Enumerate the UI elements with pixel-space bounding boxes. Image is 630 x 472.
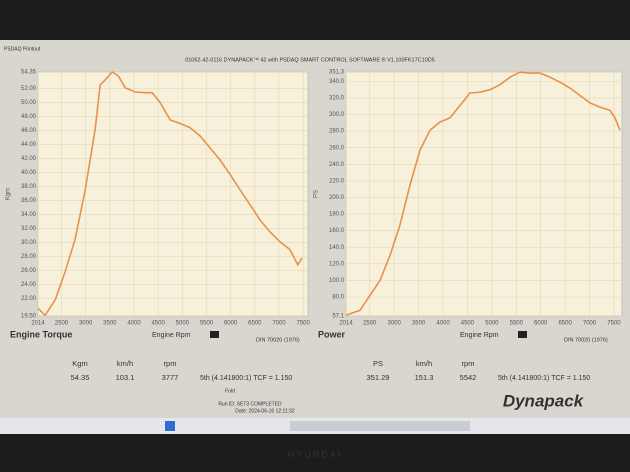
readout-header: rpm xyxy=(462,359,475,368)
fold: Fold xyxy=(225,388,235,394)
y-tick-label: 351.3 xyxy=(329,70,345,76)
y-tick-label: 200.0 xyxy=(329,195,345,201)
y-tick-label: 140.0 xyxy=(329,245,345,251)
y-axis-label: PS xyxy=(314,190,320,198)
y-tick-label: 26.00 xyxy=(21,268,37,274)
chart-title: Engine Torque xyxy=(10,329,72,339)
readout-header: rpm xyxy=(164,359,177,368)
y-tick-label: 28.00 xyxy=(21,254,37,260)
y-axis-label: Kgm xyxy=(6,188,12,200)
y-tick-label: 100.0 xyxy=(329,278,345,284)
run-id: Run ID: SET3 COMPLETED xyxy=(218,401,282,407)
y-tick-label: 280.0 xyxy=(329,129,345,135)
x-tick-label: 5500 xyxy=(510,321,524,327)
y-tick-label: 44.00 xyxy=(21,142,37,148)
readout-value: 3777 xyxy=(162,373,179,382)
window-title: PSDAQ Printout xyxy=(4,46,41,52)
y-tick-label: 220.0 xyxy=(329,178,345,184)
readout-header: km/h xyxy=(117,359,133,368)
y-tick-label: 38.00 xyxy=(21,184,37,190)
start-icon[interactable] xyxy=(165,421,175,431)
y-tick-label: 30.00 xyxy=(21,240,37,246)
y-tick-label: 42.00 xyxy=(21,156,37,162)
y-tick-label: 300.0 xyxy=(329,112,345,118)
note: DIN 70020 (1976) xyxy=(256,337,300,343)
x-tick-label: 4500 xyxy=(151,321,165,327)
plot-area xyxy=(37,71,309,317)
readout-gear: 5th (4.141800:1) TCF = 1.150 xyxy=(200,375,292,382)
readout-value: 5542 xyxy=(460,373,477,382)
x-tick-label: 6500 xyxy=(248,321,262,327)
x-tick-label: 6000 xyxy=(224,321,238,327)
y-tick-label: 36.00 xyxy=(21,198,37,204)
readout-header: Kgm xyxy=(72,359,87,368)
x-tick-label: 5000 xyxy=(485,321,499,327)
y-tick-label: 180.0 xyxy=(329,212,345,218)
x-tick-label: 6000 xyxy=(534,321,548,327)
y-tick-label: 34.00 xyxy=(21,212,37,218)
y-tick-label: 54.35 xyxy=(21,70,37,76)
readout-value: 103.1 xyxy=(116,373,135,382)
readout-value: 54.35 xyxy=(71,373,90,382)
note: DIN 70020 (1976) xyxy=(564,337,608,343)
y-tick-label: 240.0 xyxy=(329,162,345,168)
header: 01062-42-0116 DYNAPACK™ 42 with PSDAQ SM… xyxy=(185,56,435,63)
y-tick-label: 46.00 xyxy=(21,128,37,134)
x-tick-label: 4000 xyxy=(436,321,450,327)
x-tick-label: 2500 xyxy=(363,321,377,327)
y-tick-label: 19.50 xyxy=(21,314,37,320)
readout-header: km/h xyxy=(416,359,432,368)
y-tick-label: 80.0 xyxy=(332,295,344,301)
chart-title: Power xyxy=(318,329,346,339)
x-tick-label: 4000 xyxy=(127,321,141,327)
x-tick-label: 5000 xyxy=(176,321,190,327)
readout-gear: 5th (4.141800:1) TCF = 1.150 xyxy=(498,375,590,382)
readout-value: 151.3 xyxy=(415,373,434,382)
x-axis-label: Engine Rpm xyxy=(460,332,499,339)
date: Date: 2024-06-16 12:11:32 xyxy=(235,408,295,414)
x-tick-label: 7000 xyxy=(583,321,597,327)
x-tick-label: 2014 xyxy=(339,321,353,327)
x-tick-label: 7000 xyxy=(272,321,286,327)
x-axis-label: Engine Rpm xyxy=(152,332,191,339)
monitor-brand: HYUNDAI xyxy=(288,449,343,459)
x-tick-label: 3500 xyxy=(103,321,117,327)
y-tick-label: 260.0 xyxy=(329,145,345,151)
y-tick-label: 52.00 xyxy=(21,86,37,92)
x-tick-label: 6500 xyxy=(558,321,572,327)
x-tick-label: 3500 xyxy=(412,321,426,327)
taskbar-icons[interactable] xyxy=(290,421,470,431)
x-tick-label: 2014 xyxy=(31,321,45,327)
x-tick-label: 7500 xyxy=(607,321,621,327)
logo: Dynapack xyxy=(503,391,585,410)
x-tick-label: 2500 xyxy=(55,321,69,327)
legend-swatch xyxy=(210,331,219,338)
y-tick-label: 32.00 xyxy=(21,226,37,232)
curve xyxy=(37,70,303,317)
y-tick-label: 50.00 xyxy=(21,100,37,106)
y-tick-label: 120.0 xyxy=(329,261,345,267)
plot-area xyxy=(345,71,623,317)
y-tick-label: 340.0 xyxy=(329,79,345,85)
y-tick-label: 40.00 xyxy=(21,170,37,176)
y-tick-label: 57.1 xyxy=(332,314,344,320)
readout-header: PS xyxy=(373,359,383,368)
y-tick-label: 22.00 xyxy=(21,296,37,302)
readout-value: 351.29 xyxy=(367,373,390,382)
y-tick-label: 160.0 xyxy=(329,228,345,234)
x-tick-label: 3000 xyxy=(79,321,93,327)
curve xyxy=(345,71,621,317)
x-tick-label: 3000 xyxy=(387,321,401,327)
x-tick-label: 7500 xyxy=(296,321,310,327)
y-tick-label: 320.0 xyxy=(329,96,345,102)
readouts: Kgm km/h rpm 54.35 103.1 3777 5th (4.141800:1)… xyxy=(71,359,591,382)
y-tick-label: 24.00 xyxy=(21,282,37,288)
x-tick-label: 4500 xyxy=(461,321,475,327)
y-tick-label: 48.00 xyxy=(21,114,37,120)
legend-swatch xyxy=(518,331,527,338)
x-tick-label: 5500 xyxy=(200,321,214,327)
